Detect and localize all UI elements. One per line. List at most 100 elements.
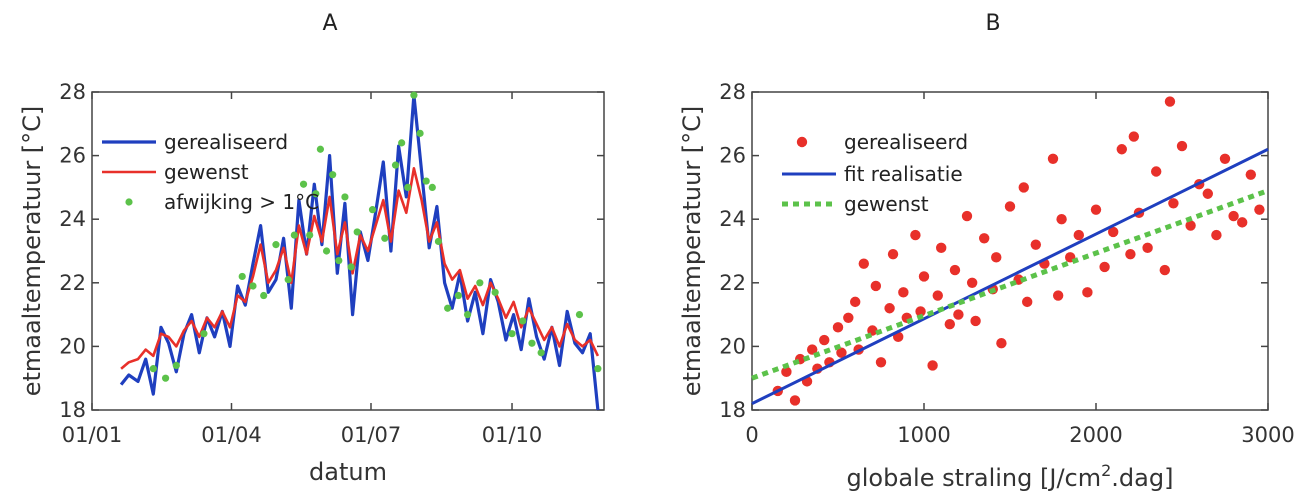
- panel-a-xtick-label: 01/10: [482, 423, 543, 447]
- panel-a-ytick-label: 26: [59, 144, 86, 168]
- scatter-point: [1047, 153, 1059, 164]
- afwijking-point: [398, 139, 406, 147]
- fit-realisatie-line: [751, 147, 1269, 405]
- panel-a-axes-box: [91, 91, 605, 411]
- scatter-point: [910, 229, 921, 241]
- scatter-point: [1219, 153, 1231, 164]
- afwijking-point: [422, 177, 430, 185]
- panel-b-xtick-label: 3000: [1241, 423, 1294, 447]
- scatter-point: [1090, 204, 1102, 215]
- scatter-point: [1099, 261, 1110, 273]
- scatter-point: [996, 338, 1007, 349]
- afwijking-point: [172, 361, 180, 370]
- panel-a-title: A: [322, 11, 337, 36]
- scatter-point: [970, 315, 981, 327]
- afwijking-point: [299, 180, 308, 188]
- panel-a-ytick-label: 22: [59, 271, 86, 295]
- scatter-point: [979, 233, 990, 244]
- legend-gerealiseerd-swatch: [796, 136, 808, 148]
- afwijking-point: [249, 282, 257, 290]
- scatter-point: [1021, 296, 1033, 308]
- afwijking-point: [463, 311, 472, 319]
- afwijking-point: [290, 231, 298, 239]
- afwijking-point: [312, 190, 320, 198]
- scatter-point: [819, 334, 830, 346]
- afwijking-point: [381, 234, 389, 242]
- panel-a-xtick-label: 01/07: [341, 423, 402, 447]
- legend-afwijking-label: afwijking > 1°C: [164, 190, 319, 214]
- scatter-point: [991, 252, 1002, 263]
- afwijking-point: [410, 91, 418, 99]
- afwijking-point: [391, 161, 400, 169]
- afwijking-point: [491, 288, 499, 296]
- afwijking-point: [537, 349, 545, 357]
- scatter-point: [1151, 166, 1162, 177]
- scatter-point: [1228, 210, 1239, 222]
- afwijking-point: [368, 206, 377, 214]
- scatter-point: [843, 312, 854, 323]
- scatter-point: [836, 347, 847, 358]
- afwijking-point: [594, 365, 602, 373]
- panel-b-x-axis-label-suffix: .dag]: [1111, 464, 1173, 492]
- scatter-point: [1018, 182, 1029, 193]
- legend-gewenst-label: gewenst: [164, 160, 249, 184]
- afwijking-point: [444, 304, 452, 312]
- scatter-point: [1168, 198, 1179, 209]
- legend-afwijking-swatch: [125, 198, 133, 206]
- scatter-point: [1052, 290, 1064, 301]
- panel-b-ytick-label: 26: [719, 144, 746, 168]
- panel-a-ytick-label: 28: [59, 80, 86, 104]
- panel-a-xtick-label: 01/01: [62, 423, 123, 447]
- afwijking-point: [161, 374, 170, 382]
- legend-fit-label: fit realisatie: [844, 162, 963, 186]
- scatter-point: [1142, 242, 1153, 254]
- scatter-point: [870, 280, 882, 292]
- scatter-point: [1056, 214, 1067, 225]
- afwijking-point: [434, 237, 443, 246]
- panel-b-ytick-label: 22: [719, 271, 746, 295]
- afwijking-point: [416, 129, 424, 137]
- afwijking-point: [404, 183, 412, 191]
- panel-b-x-axis-label-sup: 2: [1101, 461, 1111, 480]
- panel-a-ytick-label: 24: [59, 207, 86, 231]
- panel-a-ytick-label: 18: [59, 398, 86, 422]
- afwijking-point: [149, 365, 157, 373]
- scatter-point: [1108, 226, 1119, 238]
- scatter-point: [807, 344, 818, 355]
- afwijking-point: [238, 272, 246, 281]
- afwijking-point: [341, 193, 349, 201]
- scatter-point: [789, 395, 801, 406]
- afwijking-point: [353, 228, 361, 236]
- scatter-point: [944, 318, 955, 330]
- afwijking-point: [347, 263, 355, 271]
- afwijking-point: [508, 330, 516, 338]
- scatter-point: [1116, 144, 1128, 155]
- legend-gewenst-label: gewenst: [844, 192, 929, 216]
- panel-b-xtick-label: 0: [745, 423, 758, 447]
- panel-b-ytick-label: 20: [719, 334, 746, 358]
- afwijking-point: [454, 291, 462, 300]
- legend-gerealiseerd-label: gerealiseerd: [164, 130, 288, 154]
- scatter-point: [898, 287, 909, 298]
- series-gewenst-line: [120, 167, 600, 370]
- scatter-point: [1245, 169, 1257, 180]
- panel-b-xtick-label: 1000: [897, 423, 950, 447]
- afwijking-point: [329, 171, 337, 179]
- panel-b-title: B: [985, 11, 1000, 36]
- afwijking-point: [322, 247, 331, 255]
- scatter-point: [858, 258, 869, 269]
- afwijking-point: [200, 330, 208, 338]
- panel-a-xtick-label: 01/04: [201, 423, 262, 447]
- scatter-point: [1125, 248, 1136, 260]
- scatter-point: [936, 242, 947, 254]
- scatter-point: [1004, 201, 1016, 212]
- scatter-point: [927, 360, 938, 371]
- panel-b-ytick-label: 24: [719, 207, 746, 231]
- afwijking-point: [335, 256, 343, 265]
- scatter-point: [1030, 239, 1042, 250]
- scatter-point: [1237, 217, 1248, 228]
- afwijking-point: [428, 183, 436, 191]
- scatter-point: [1164, 96, 1176, 107]
- panel-b-ytick-label: 28: [719, 80, 746, 104]
